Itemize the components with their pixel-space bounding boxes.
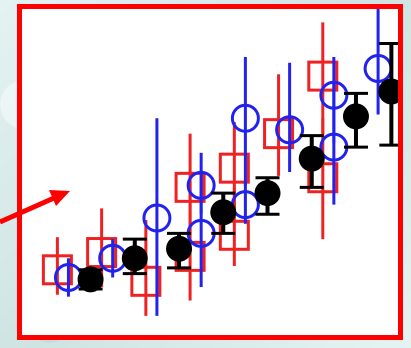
data-point-circle (186, 170, 216, 200)
data-point-dot (298, 145, 325, 172)
series-circle (53, 9, 393, 316)
data-point-dot (166, 235, 193, 262)
annotation-arrow-head (49, 190, 70, 206)
data-point-circle (142, 203, 172, 233)
data-point-square (130, 265, 162, 297)
data-point-square (263, 118, 295, 150)
annotation-arrow-shaft (0, 195, 56, 225)
data-point-circle (319, 80, 349, 110)
data-point-dot (121, 245, 148, 272)
data-point-dot (210, 199, 237, 226)
data-point-square (218, 152, 250, 184)
data-point-dot (378, 78, 398, 105)
data-point-square (218, 219, 250, 251)
data-point-circle (230, 103, 260, 133)
data-point-dot (77, 266, 104, 293)
data-point-square (174, 171, 206, 203)
series-dot (77, 42, 398, 293)
data-point-circle (275, 115, 305, 145)
data-point-dot (254, 180, 281, 207)
chart-marks (41, 9, 398, 316)
data-point-dot (342, 103, 369, 130)
annotation-layer (0, 190, 70, 225)
